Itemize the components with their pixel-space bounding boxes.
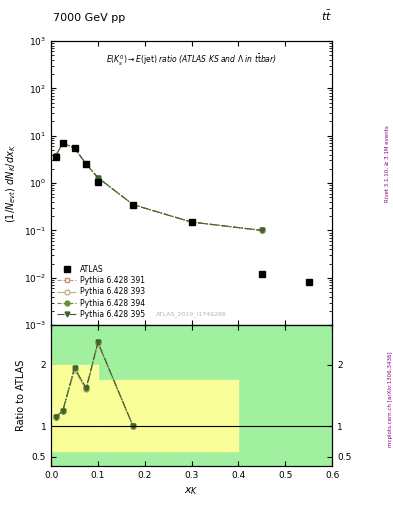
Legend: ATLAS, Pythia 6.428 391, Pythia 6.428 393, Pythia 6.428 394, Pythia 6.428 395: ATLAS, Pythia 6.428 391, Pythia 6.428 39… bbox=[55, 263, 147, 322]
Text: $E(K^0_s) \rightarrow E(\mathrm{jet})$ ratio (ATLAS KS and $\Lambda$ in t$\bar{\: $E(K^0_s) \rightarrow E(\mathrm{jet})$ r… bbox=[106, 52, 277, 68]
Text: 7000 GeV pp: 7000 GeV pp bbox=[53, 13, 125, 23]
X-axis label: $x_K$: $x_K$ bbox=[184, 485, 199, 497]
Text: ATLAS_2019_I1746286: ATLAS_2019_I1746286 bbox=[156, 311, 227, 316]
Y-axis label: $(1/N_{evt})$ $dN_K/dx_K$: $(1/N_{evt})$ $dN_K/dx_K$ bbox=[5, 143, 18, 223]
Text: $t\bar{t}$: $t\bar{t}$ bbox=[321, 9, 332, 23]
Text: Rivet 3.1.10, ≥ 3.1M events: Rivet 3.1.10, ≥ 3.1M events bbox=[385, 125, 389, 202]
Y-axis label: Ratio to ATLAS: Ratio to ATLAS bbox=[16, 360, 26, 431]
Text: mcplots.cern.ch [arXiv:1306.3436]: mcplots.cern.ch [arXiv:1306.3436] bbox=[388, 352, 393, 447]
